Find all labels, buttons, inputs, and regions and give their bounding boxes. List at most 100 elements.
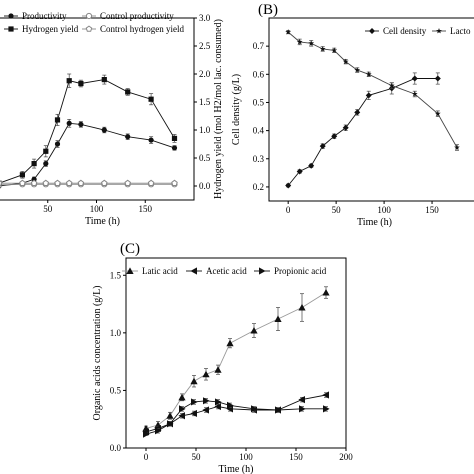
x-axis-label: Time (h) xyxy=(219,464,254,474)
data-point xyxy=(178,412,185,420)
data-point xyxy=(54,179,61,186)
y-tick-label: 0.0 xyxy=(199,181,211,191)
data-point xyxy=(250,326,258,334)
legend-marker xyxy=(126,267,134,274)
data-point xyxy=(54,141,61,147)
data-point xyxy=(65,179,73,186)
legend-entry: Productivity xyxy=(22,11,67,21)
data-point xyxy=(43,148,49,154)
data-point xyxy=(331,47,338,53)
legend-marker xyxy=(436,28,442,34)
legend: Latic acid Acetic acid Propionic acid xyxy=(122,266,327,276)
y-tick-label: 0.6 xyxy=(253,69,265,79)
data-point xyxy=(166,412,174,419)
x-tick-label: 200 xyxy=(339,452,353,462)
y-tick-label: 0.2 xyxy=(253,182,264,192)
data-point xyxy=(298,303,306,311)
legend-marker xyxy=(369,28,375,34)
x-tick-label: 0 xyxy=(286,205,291,215)
data-point xyxy=(342,58,349,65)
legend-marker xyxy=(190,267,197,275)
data-point xyxy=(124,179,131,186)
data-point xyxy=(43,161,49,167)
data-point xyxy=(365,92,372,99)
x-tick-label: 150 xyxy=(425,205,439,215)
x-tick-label: 100 xyxy=(377,205,391,215)
series-hydrogen-yield xyxy=(0,73,178,186)
data-point xyxy=(275,406,282,414)
plot-frame xyxy=(0,17,195,201)
plot-area xyxy=(285,29,460,189)
legend-marker xyxy=(85,25,93,32)
data-point xyxy=(354,109,361,116)
data-point xyxy=(354,67,361,73)
data-point xyxy=(190,409,197,418)
data-point xyxy=(0,180,3,186)
y-tick-label: 2.5 xyxy=(199,41,211,51)
series-control-hydrogen-yield xyxy=(0,179,178,186)
data-point xyxy=(322,288,330,296)
x-tick-label: 50 xyxy=(332,205,342,215)
data-point xyxy=(171,145,178,151)
data-point xyxy=(78,80,84,87)
data-point xyxy=(203,397,210,405)
y-tick-label: 1.0 xyxy=(199,125,211,135)
x-tick-label: 150 xyxy=(289,452,303,462)
data-point xyxy=(66,120,72,126)
y-tick-label: 0.5 xyxy=(110,385,122,395)
legend-marker xyxy=(8,13,14,19)
data-point xyxy=(125,134,131,140)
data-point xyxy=(298,396,305,404)
data-point xyxy=(155,427,162,435)
legend-marker xyxy=(8,26,14,32)
data-point xyxy=(101,127,107,133)
data-point xyxy=(179,405,186,413)
x-tick-label: 100 xyxy=(239,452,253,462)
data-point xyxy=(342,124,349,131)
y-tick-label: 3.0 xyxy=(199,13,211,23)
x-tick-label: 150 xyxy=(139,204,153,214)
data-point xyxy=(296,168,303,175)
data-point xyxy=(319,46,326,52)
legend-entry: Cell density xyxy=(383,26,427,36)
data-point xyxy=(331,133,338,140)
data-point xyxy=(299,405,306,413)
data-point xyxy=(319,143,326,150)
data-point xyxy=(454,144,460,150)
data-point xyxy=(19,179,26,186)
y-axis-label: Cell density (g/L) xyxy=(231,74,242,145)
data-point xyxy=(148,96,154,102)
data-point xyxy=(190,377,198,385)
data-point xyxy=(147,179,155,186)
data-point xyxy=(148,137,154,143)
data-point xyxy=(125,89,131,95)
plot-frame xyxy=(268,17,474,202)
y-tick-label: 1.5 xyxy=(199,97,211,107)
legend-marker xyxy=(259,267,266,275)
data-point xyxy=(308,40,315,46)
data-point xyxy=(434,75,441,82)
data-point xyxy=(30,179,38,186)
data-point xyxy=(31,161,37,167)
y-tick-label: 0.5 xyxy=(199,153,211,163)
data-point xyxy=(66,78,72,84)
data-point xyxy=(215,398,222,406)
data-point xyxy=(285,182,292,189)
data-point xyxy=(77,179,85,186)
series-line xyxy=(0,122,175,187)
y-tick-label: 0.0 xyxy=(110,443,122,453)
data-point xyxy=(167,420,174,428)
y-tick-label: 0.3 xyxy=(253,154,265,164)
legend-entry: Propionic acid xyxy=(274,266,327,276)
y-tick-label: 2.0 xyxy=(199,69,211,79)
legend-entry: Lacto xyxy=(450,26,471,36)
data-point xyxy=(251,405,258,413)
y-tick-label: 0.7 xyxy=(253,41,265,51)
data-point xyxy=(178,393,186,401)
plot-area xyxy=(0,73,178,189)
data-point xyxy=(323,405,330,413)
data-point xyxy=(78,121,84,127)
series-productivity xyxy=(0,119,178,189)
